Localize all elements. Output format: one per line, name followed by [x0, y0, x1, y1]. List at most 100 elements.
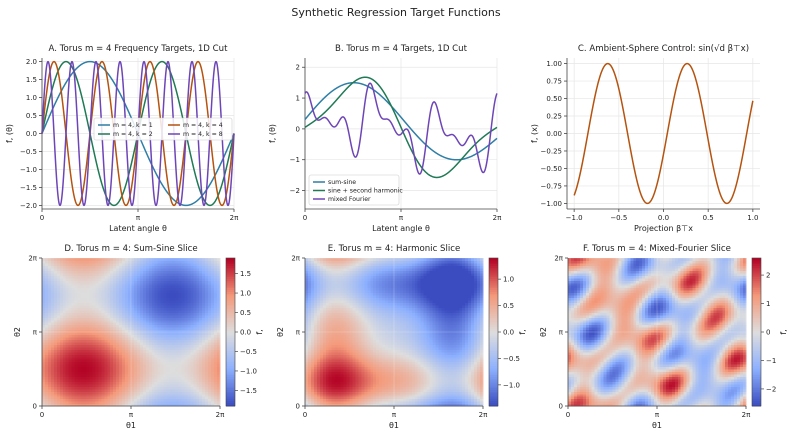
heatmap-cell	[148, 381, 153, 385]
heatmap-cell	[104, 354, 108, 358]
heatmap-cell	[217, 282, 221, 286]
heatmap-cell	[44, 396, 49, 400]
heatmap-cell	[322, 349, 327, 353]
heatmap-cell	[217, 332, 221, 336]
heatmap-cell	[65, 258, 70, 262]
heatmap-cell	[50, 280, 55, 284]
heatmap-cell	[181, 334, 185, 338]
heatmap-cell	[74, 354, 79, 358]
heatmap-cell	[157, 403, 162, 407]
heatmap-cell	[83, 371, 88, 375]
heatmap-cell	[169, 280, 174, 284]
heatmap-cell	[65, 282, 70, 286]
heatmap-cell	[193, 383, 197, 387]
heatmap-cell	[193, 354, 197, 358]
heatmap-cell	[136, 366, 141, 370]
heatmap-cell	[169, 386, 174, 390]
y-tick-label: 1.5	[26, 76, 37, 84]
heatmap-cell	[122, 386, 126, 390]
heatmap-cell	[122, 378, 126, 382]
heatmap-cell	[68, 336, 73, 340]
heatmap-cell	[307, 304, 312, 308]
heatmap-cell	[214, 371, 218, 375]
heatmap-cell	[163, 260, 168, 264]
heatmap-cell	[65, 299, 70, 303]
heatmap-cell	[319, 383, 324, 387]
heatmap-cell	[95, 393, 99, 397]
heatmap-cell	[319, 403, 324, 407]
heatmap-cell	[133, 307, 138, 311]
heatmap-cell	[166, 391, 171, 395]
heatmap-cell	[68, 378, 73, 382]
heatmap-cell	[202, 334, 206, 338]
heatmap-cell	[53, 344, 58, 348]
heatmap-cell	[89, 295, 94, 299]
heatmap-cell	[133, 373, 138, 377]
heatmap-cell	[151, 369, 156, 373]
heatmap-cell	[74, 270, 79, 274]
heatmap-cell	[62, 324, 67, 328]
heatmap-cell	[148, 349, 153, 353]
heatmap-cell	[166, 327, 171, 331]
heatmap-cell	[71, 258, 76, 262]
heatmap-cell	[145, 329, 150, 333]
heatmap-cell	[178, 351, 183, 355]
heatmap-cell	[53, 275, 58, 279]
heatmap-cell	[196, 361, 200, 365]
heatmap-cell	[136, 391, 141, 395]
heatmap-cell	[98, 391, 102, 395]
heatmap-cell	[169, 351, 174, 355]
heatmap-cell	[181, 378, 185, 382]
heatmap-cell	[136, 398, 141, 402]
heatmap-cell	[305, 336, 309, 340]
heatmap-cell	[310, 373, 315, 377]
heatmap-cell	[319, 262, 324, 266]
heatmap-cell	[214, 262, 218, 266]
heatmap-cell	[122, 317, 126, 321]
heatmap-cell	[110, 270, 114, 274]
heatmap-cell	[53, 401, 58, 405]
heatmap-cell	[160, 272, 165, 276]
colorbar-tick-label: 1.5	[240, 270, 251, 278]
heatmap-cell	[86, 285, 91, 289]
heatmap-cell	[119, 307, 123, 311]
heatmap-cell	[92, 334, 96, 338]
heatmap-cell	[136, 329, 141, 333]
heatmap-cell	[125, 265, 129, 269]
heatmap-cell	[205, 312, 209, 316]
heatmap-cell	[113, 366, 117, 370]
heatmap-cell	[131, 265, 135, 269]
heatmap-cell	[125, 356, 129, 360]
heatmap-cell	[62, 332, 67, 336]
heatmap-cell	[142, 319, 147, 323]
heatmap-cell	[104, 312, 108, 316]
heatmap-cells	[305, 258, 484, 407]
heatmap-cell	[92, 327, 96, 331]
heatmap-cell	[65, 376, 70, 380]
heatmap-cell	[86, 388, 91, 392]
heatmap-cell	[136, 267, 141, 271]
x-tick-label: 2π	[493, 214, 502, 222]
heatmap-cell	[107, 398, 111, 402]
heatmap-cell	[89, 386, 94, 390]
heatmap-cell	[122, 258, 126, 262]
heatmap-cell	[202, 336, 206, 340]
heatmap-cell	[142, 396, 147, 400]
heatmap-cell	[83, 314, 88, 318]
heatmap-cell	[196, 386, 200, 390]
heatmap-cell	[202, 381, 206, 385]
heatmap-cell	[166, 275, 171, 279]
heatmap-cell	[154, 356, 159, 360]
heatmap-cell	[178, 319, 183, 323]
heatmap-cell	[80, 319, 85, 323]
heatmap-cell	[136, 287, 141, 291]
heatmap-cell	[160, 336, 165, 340]
heatmap-cell	[125, 297, 129, 301]
heatmap-cell	[101, 275, 105, 279]
heatmap-cell	[211, 267, 215, 271]
heatmap-cell	[202, 307, 206, 311]
heatmap-cell	[166, 354, 171, 358]
heatmap-cell	[169, 304, 174, 308]
heatmap-cell	[59, 359, 64, 363]
heatmap-cell	[199, 299, 203, 303]
